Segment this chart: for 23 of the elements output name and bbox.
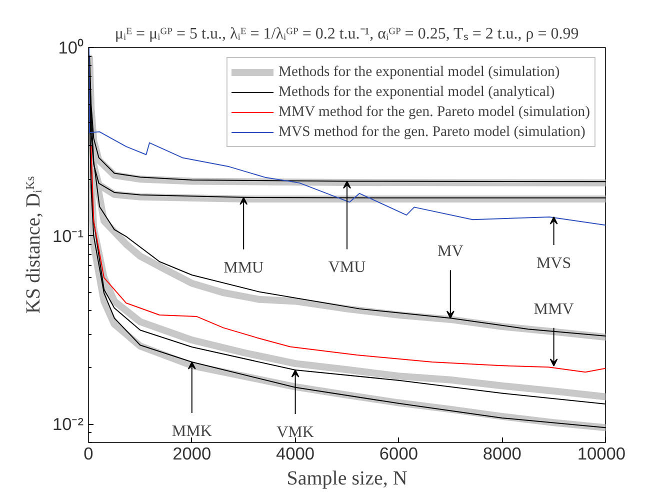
x-tick-label: 10000 [577, 444, 626, 464]
y-axis-title: KS distance, Dᵢᴷˢ [22, 176, 44, 314]
chart-title: μᵢᴱ = μᵢᴳᴾ = 5 t.u., λᵢᴱ = 1/λᵢᴳᴾ = 0.2 t.u.⁻¹, αᵢᴳᴾ = 0.25, Tₛ = 2 t.u., ρ = 0.99 [114, 26, 579, 42]
x-tick-label: 6000 [379, 444, 418, 464]
x-tick-label: 4000 [276, 444, 315, 464]
annotation: MVS [536, 254, 572, 272]
y-tick-label: 10⁻² [52, 414, 84, 434]
annotation: MMU [224, 259, 264, 276]
y-tick-label: 10⁰ [58, 38, 84, 58]
x-tick-label: 0 [84, 444, 94, 464]
annotation: VMU [328, 259, 366, 276]
legend-label: Methods for the exponential model (simulation) [278, 64, 560, 80]
legend-label: Methods for the exponential model (analytical) [278, 84, 555, 100]
x-tick-label: 8000 [482, 444, 522, 464]
x-axis-title: Sample size, N [286, 468, 408, 490]
annotation: MV [438, 243, 464, 260]
y-tick-label: 10⁻¹ [52, 226, 84, 246]
annotation: VMK [276, 424, 314, 442]
x-tick-label: 2000 [172, 444, 212, 464]
annotation: MMK [172, 423, 212, 440]
annotation: MMV [534, 300, 574, 318]
legend-label: MMV method for the gen. Pareto model (simulation) [278, 104, 590, 120]
legend-label: MVS method for the gen. Pareto model (simulation) [278, 124, 586, 140]
